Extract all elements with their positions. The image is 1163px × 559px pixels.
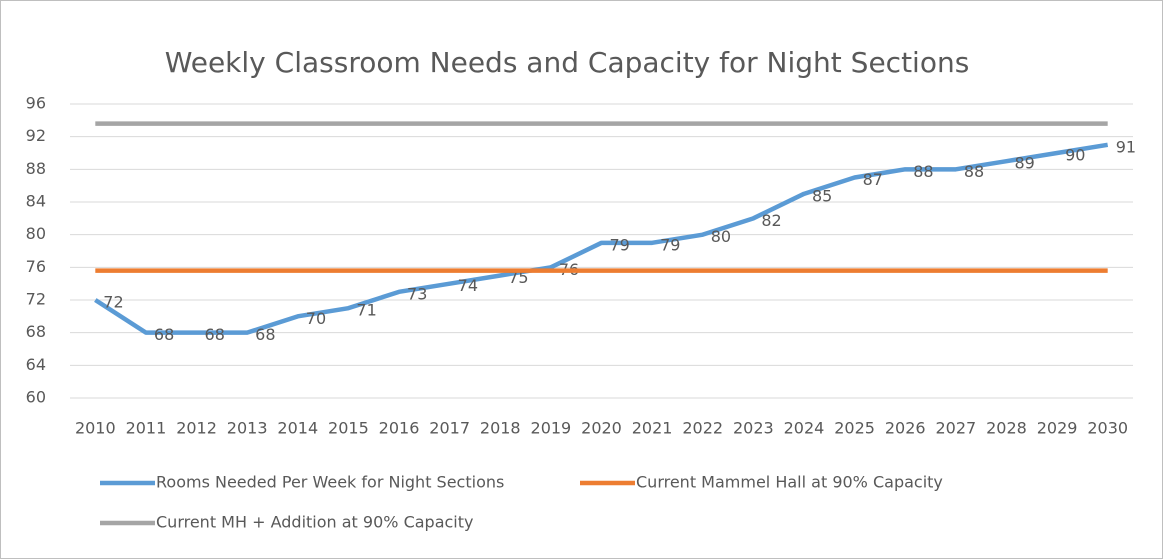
data-label: 73 <box>407 284 427 303</box>
x-tick-label: 2013 <box>227 419 268 438</box>
data-label: 79 <box>610 235 630 254</box>
x-tick-label: 2025 <box>834 419 875 438</box>
x-tick-label: 2029 <box>1037 419 1078 438</box>
series-line <box>94 142 1109 335</box>
x-tick-label: 2012 <box>176 419 217 438</box>
y-tick-label: 68 <box>26 322 46 341</box>
x-tick-label: 2022 <box>682 419 723 438</box>
x-tick-label: 2021 <box>632 419 673 438</box>
data-label: 87 <box>863 170 883 189</box>
data-label: 68 <box>205 325 225 344</box>
chart-title: Weekly Classroom Needs and Capacity for … <box>165 46 970 79</box>
data-label: 85 <box>812 186 832 205</box>
legend-label: Current Mammel Hall at 90% Capacity <box>636 473 943 492</box>
x-tick-label: 2026 <box>885 419 926 438</box>
x-tick-label: 2027 <box>935 419 976 438</box>
legend-label: Rooms Needed Per Week for Night Sections <box>156 473 504 492</box>
x-tick-label: 2019 <box>531 419 572 438</box>
y-tick-label: 72 <box>26 290 46 309</box>
x-tick-label: 2010 <box>75 419 116 438</box>
y-tick-label: 76 <box>26 257 46 276</box>
x-tick-label: 2017 <box>429 419 470 438</box>
data-label: 91 <box>1116 137 1136 156</box>
data-label: 74 <box>458 276 478 295</box>
x-tick-label: 2023 <box>733 419 774 438</box>
data-label: 89 <box>1014 154 1034 173</box>
data-label: 68 <box>154 325 174 344</box>
x-tick-label: 2011 <box>126 419 167 438</box>
x-tick-label: 2024 <box>784 419 825 438</box>
x-tick-label: 2018 <box>480 419 521 438</box>
data-label: 68 <box>255 325 275 344</box>
data-label: 88 <box>964 162 984 181</box>
data-label: 88 <box>913 162 933 181</box>
data-label: 72 <box>103 293 123 312</box>
y-tick-label: 80 <box>26 224 46 243</box>
data-label: 82 <box>761 211 781 230</box>
y-tick-label: 60 <box>26 388 46 407</box>
data-label: 79 <box>660 235 680 254</box>
y-tick-label: 64 <box>26 355 46 374</box>
x-tick-label: 2028 <box>986 419 1027 438</box>
y-tick-label: 84 <box>26 192 46 211</box>
y-tick-label: 96 <box>26 94 46 113</box>
data-label: 80 <box>711 227 731 246</box>
x-tick-label: 2020 <box>581 419 622 438</box>
x-tick-label: 2016 <box>379 419 420 438</box>
data-label: 71 <box>356 301 376 320</box>
x-tick-label: 2015 <box>328 419 369 438</box>
x-tick-label: 2014 <box>277 419 318 438</box>
y-tick-label: 92 <box>26 126 46 145</box>
data-label: 90 <box>1065 146 1085 165</box>
x-tick-label: 2030 <box>1087 419 1128 438</box>
legend-label: Current MH + Addition at 90% Capacity <box>156 513 473 532</box>
y-tick-label: 88 <box>26 159 46 178</box>
data-label: 70 <box>306 309 326 328</box>
